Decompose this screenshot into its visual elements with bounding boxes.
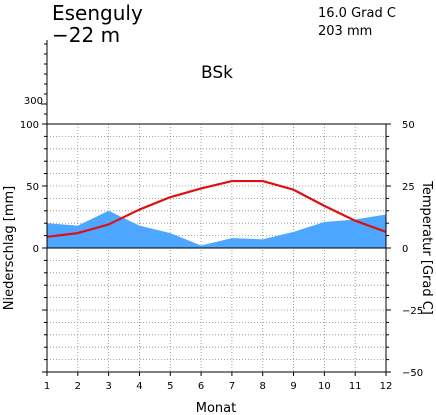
temp-tick-label: −50 [402,368,423,379]
x-tick-label: 1 [44,381,50,392]
temp-tick-label: 0 [402,244,408,255]
x-tick-label: 9 [290,381,296,392]
mean-temperature: 16.0 Grad C [318,6,396,21]
upper-precip-scale: 300 [24,40,48,124]
climate-classification: BSk [201,63,233,83]
temperature-line [46,179,387,238]
x-axis-ticks: 1 2 3 4 5 6 7 8 9 10 11 12 [44,372,393,392]
x-tick-label: 2 [75,381,81,392]
station-elevation: −22 m [52,23,120,47]
left-axis-label: Niederschlag [mm] [2,186,17,311]
x-tick-label: 4 [136,381,142,392]
precip-tick-label: 100 [20,120,39,131]
x-tick-label: 3 [105,381,111,392]
y-axis-ticks: 100 50 0 50 25 0 −25 −50 [20,120,423,379]
precipitation-area [47,210,386,248]
x-tick-label: 10 [318,381,331,392]
precip-tick-label: 0 [33,244,39,255]
annual-precipitation: 203 mm [318,24,372,39]
x-tick-label: 6 [198,381,204,392]
precip-tick-label: 50 [26,182,39,193]
temp-tick-label: 25 [402,182,415,193]
temp-tick-label: −25 [402,306,423,317]
x-tick-label: 11 [349,381,362,392]
x-tick-label: 7 [229,381,235,392]
x-tick-label: 5 [167,381,173,392]
station-name: Esenguly [52,1,143,25]
x-tick-label: 12 [380,381,393,392]
x-axis-label: Monat [196,401,236,415]
right-axis-label: Temperatur [Grad C] [419,180,434,315]
x-tick-label: 8 [260,381,266,392]
upper-precip-tick-label: 300 [24,96,43,107]
temp-tick-label: 50 [402,120,415,131]
